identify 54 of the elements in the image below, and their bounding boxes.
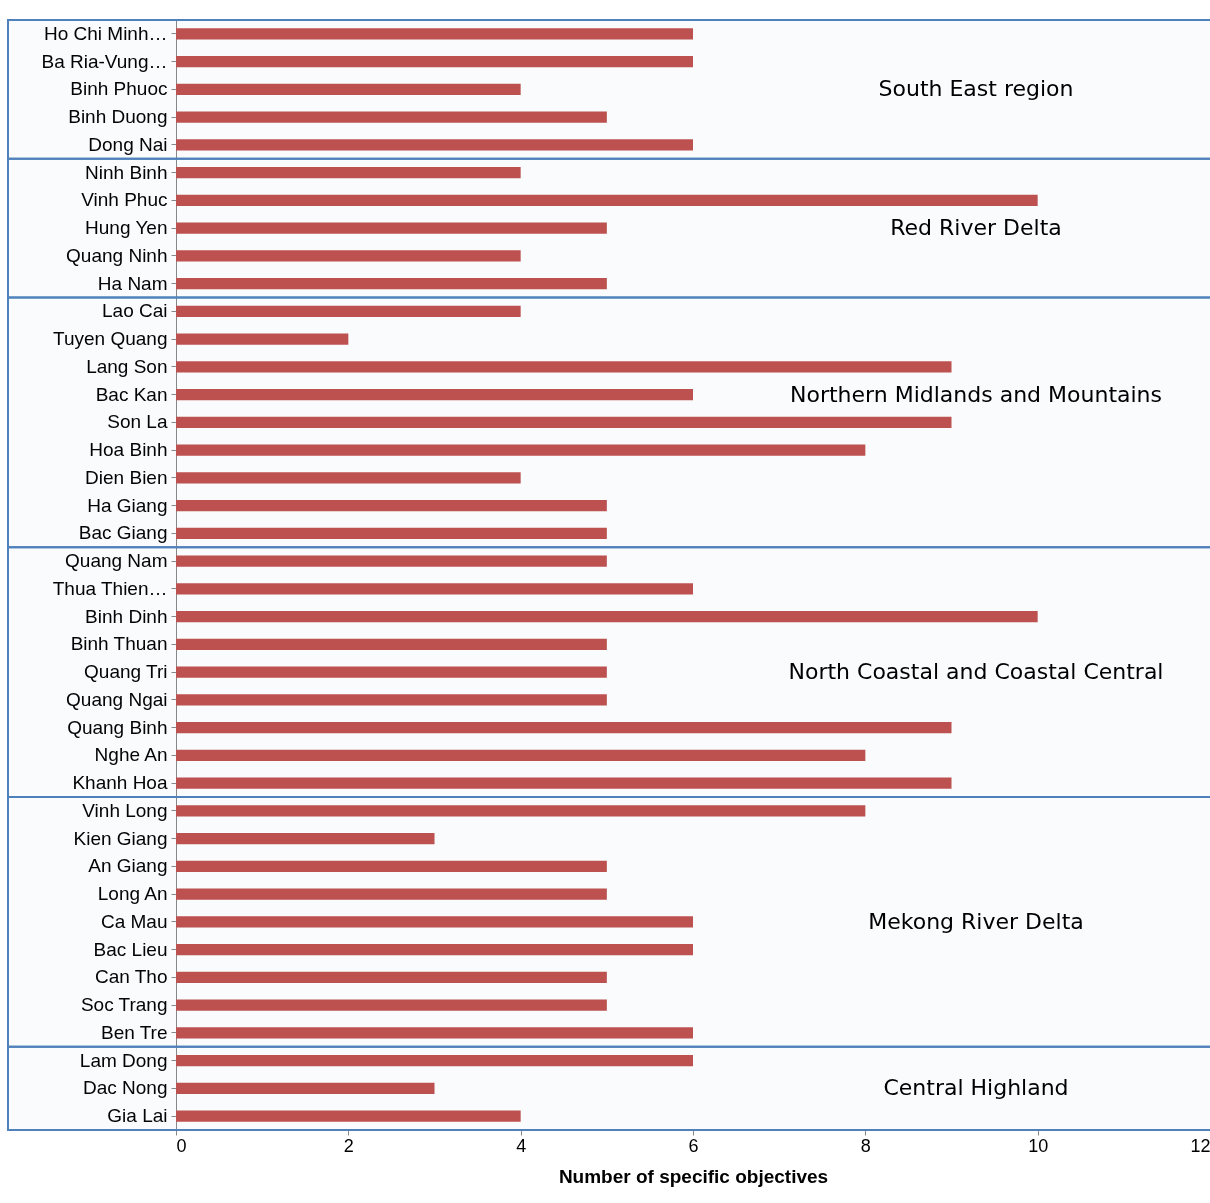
y-tick-label: Gia Lai (107, 1105, 168, 1127)
y-tick-label: Dien Bien (85, 466, 168, 488)
x-tick-label: 12 (1190, 1135, 1210, 1156)
y-tick-label: Ben Tre (100, 1021, 168, 1043)
y-tick-label: Quang Ngai (66, 688, 168, 710)
y-tick-label: Kien Giang (73, 827, 168, 849)
x-tick-label: 4 (516, 1135, 527, 1156)
y-tick-label: Lao Cai (102, 300, 168, 322)
x-tick-label: 6 (688, 1135, 699, 1156)
y-tick-label: Ba Ria-Vung… (41, 50, 168, 72)
x-tick-label: 2 (343, 1135, 354, 1156)
y-tick-label: Lam Dong (79, 1049, 168, 1071)
band-label: Red River Delta (890, 215, 1062, 241)
y-tick-label: Quang Tri (84, 661, 168, 683)
y-tick-label: Vinh Phuc (81, 189, 168, 211)
y-tick-label: Bac Giang (78, 522, 168, 544)
y-tick-label: Binh Thuan (70, 633, 168, 655)
y-tick-label: Binh Dinh (85, 605, 168, 627)
y-tick-label: Khanh Hoa (72, 772, 168, 794)
y-tick-label: Ho Chi Minh… (43, 22, 168, 44)
y-tick-label: Long An (97, 883, 168, 905)
x-axis-title: Number of specific objectives (558, 1165, 829, 1187)
y-tick-label: Bac Lieu (93, 938, 168, 960)
y-tick-label: Hoa Binh (89, 439, 168, 461)
y-tick-label: Bac Kan (95, 383, 168, 405)
y-tick-label: Vinh Long (82, 799, 168, 821)
y-tick-label: Binh Phuoc (70, 78, 168, 100)
y-tick-label: Ha Nam (97, 272, 168, 294)
band-label: Mekong River Delta (868, 908, 1084, 934)
y-tick-label: Soc Trang (80, 994, 168, 1016)
y-tick-label: Binh Duong (68, 106, 168, 128)
y-tick-label: Ca Mau (100, 910, 168, 932)
y-tick-label: Tuyen Quang (53, 328, 168, 350)
band-label: North Coastal and Coastal Central (788, 659, 1164, 685)
y-tick-label: Dac Nong (83, 1077, 168, 1099)
y-tick-label: Thua Thien… (52, 577, 168, 599)
band-label: Northern Midlands and Mountains (789, 381, 1163, 407)
band-label: Central Highland (883, 1075, 1069, 1101)
x-tick-label: 8 (860, 1135, 871, 1156)
y-tick-label: Lang Son (86, 355, 168, 377)
y-tick-label: Hung Yen (85, 217, 168, 239)
band-label: South East region (878, 76, 1074, 102)
y-tick-label: Quang Ninh (66, 244, 168, 266)
y-tick-label: Dong Nai (88, 133, 168, 155)
y-tick-label: Can Tho (94, 966, 168, 988)
y-tick-label: Nghe An (94, 744, 168, 766)
y-tick-label: Quang Nam (65, 550, 168, 572)
y-tick-label: Son La (107, 411, 168, 433)
x-tick-label: 10 (1028, 1135, 1049, 1156)
y-tick-label: Quang Binh (67, 716, 168, 738)
x-tick-label: 0 (176, 1135, 187, 1156)
y-tick-label: Ninh Binh (85, 161, 168, 183)
y-tick-label: An Giang (88, 855, 168, 877)
y-tick-label: Ha Giang (87, 494, 168, 516)
